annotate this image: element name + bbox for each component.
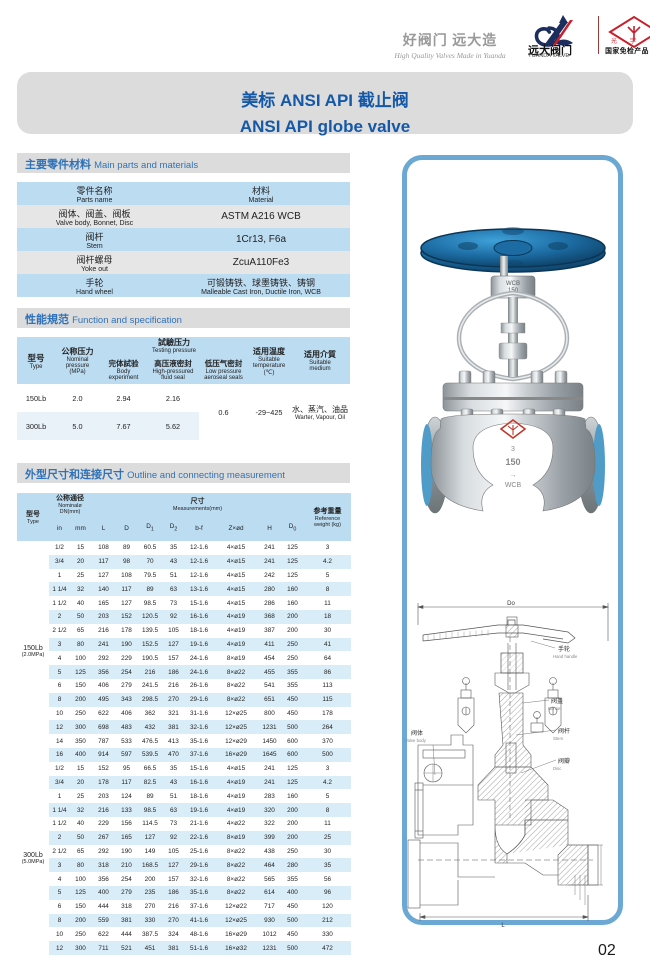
svg-text:阀杆: 阀杆 xyxy=(558,727,570,735)
svg-text:Stem: Stem xyxy=(553,736,563,741)
svg-text:L: L xyxy=(501,923,505,929)
svg-text:WCB: WCB xyxy=(506,281,520,287)
svg-text:阀体: 阀体 xyxy=(411,729,423,737)
svg-text:Valve body: Valve body xyxy=(405,738,427,743)
svg-text:Hand handle: Hand handle xyxy=(553,654,578,659)
svg-text:阀盖: 阀盖 xyxy=(551,697,563,705)
svg-text:Bonnet: Bonnet xyxy=(548,706,562,711)
svg-text:3: 3 xyxy=(511,446,515,453)
svg-text:→: → xyxy=(510,472,517,479)
svg-text:WCB: WCB xyxy=(505,482,522,489)
svg-text:150: 150 xyxy=(505,457,520,467)
svg-text:Disc: Disc xyxy=(553,766,562,771)
svg-text:手轮: 手轮 xyxy=(558,645,570,653)
svg-text:Do: Do xyxy=(507,601,515,607)
svg-text:阀瓣: 阀瓣 xyxy=(558,757,570,765)
